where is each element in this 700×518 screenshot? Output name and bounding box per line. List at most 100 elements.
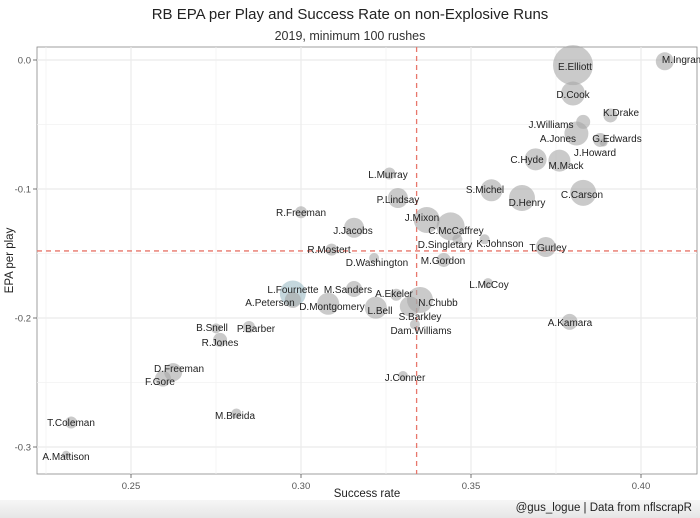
point-label: M.Sanders (324, 285, 372, 296)
data-point (213, 332, 228, 347)
point-label: A.Kamara (548, 318, 593, 329)
point-label: J.Conner (385, 373, 426, 384)
data-point (599, 138, 608, 147)
y-axis-label: EPA per play (4, 227, 16, 293)
data-point (524, 148, 547, 171)
point-label: N.Chubb (418, 298, 458, 309)
point-label: J.Mixon (405, 213, 439, 224)
x-tick-label: 0.25 (122, 481, 141, 492)
point-label: R.Freeman (276, 208, 326, 219)
point-label: A.Peterson (245, 298, 294, 309)
point-label: L.Fournette (267, 285, 319, 296)
point-label: G.Edwards (592, 134, 641, 145)
point-label: M.Mack (549, 161, 585, 172)
data-point (364, 296, 387, 319)
point-label: D.Singletary (418, 240, 472, 251)
point-label: A.Jones (540, 134, 576, 145)
point-label: C.Carson (561, 190, 603, 201)
data-point (603, 108, 618, 123)
data-point (480, 179, 503, 202)
point-label: Dam.Williams (390, 326, 451, 337)
labels-layer: M.Ingram E.Elliott D.Cook K.Drake J.Williams… (42, 55, 700, 463)
point-label: A.Mattison (42, 452, 89, 463)
data-point (344, 217, 365, 238)
data-point (242, 321, 255, 334)
chart-subtitle: 2019, minimum 100 rushes (274, 29, 426, 43)
bottom-bar (0, 500, 700, 518)
point-label: M.Gordon (421, 256, 465, 267)
y-tick-label: 0.0 (18, 56, 31, 67)
point-label: D.Montgomery (299, 302, 365, 313)
data-point (655, 52, 674, 71)
point-label: T.Gurley (529, 243, 566, 254)
y-tick-label: -0.1 (15, 185, 31, 196)
chart-title: RB EPA per Play and Success Rate on non-… (151, 6, 549, 23)
data-point (413, 206, 440, 233)
point-label: S.Michel (466, 185, 504, 196)
point-label: J.Howard (574, 148, 616, 159)
y-tick-label: -0.2 (15, 314, 31, 325)
x-tick-label: 0.35 (462, 481, 481, 492)
data-point (317, 292, 340, 315)
point-label: D.Cook (556, 90, 590, 101)
data-point (452, 234, 463, 245)
data-point (399, 296, 420, 317)
points-layer (62, 45, 674, 459)
point-label: F.Gore (145, 377, 175, 388)
point-label: D.Freeman (154, 364, 204, 375)
data-point (535, 237, 556, 258)
data-point (62, 450, 71, 459)
data-point (398, 371, 408, 382)
point-label: E.Elliott (558, 62, 592, 73)
data-point (548, 149, 571, 172)
data-point (369, 253, 380, 264)
data-point (570, 179, 597, 206)
point-label: M.Breida (215, 411, 255, 422)
data-point (387, 188, 408, 209)
data-point (383, 167, 396, 180)
point-label: L.Murray (368, 170, 407, 181)
point-label: R.Mostert (307, 245, 351, 256)
data-point (231, 408, 242, 419)
data-point (553, 45, 593, 86)
data-point (436, 212, 465, 241)
data-point (561, 81, 585, 106)
data-point (409, 319, 420, 330)
data-point (564, 121, 589, 146)
data-point (390, 288, 403, 301)
point-label: K.Johnson (476, 239, 523, 250)
point-label: B.Snell (196, 323, 228, 334)
point-label: D.Henry (509, 198, 546, 209)
data-point (284, 291, 301, 308)
point-label: J.Williams (529, 120, 574, 131)
x-axis-label: Success rate (334, 488, 400, 500)
point-label: C.Hyde (510, 155, 544, 166)
point-label: R.Jones (202, 338, 239, 349)
data-point (483, 278, 493, 289)
point-label: L.Bell (367, 306, 392, 317)
data-point (154, 370, 171, 387)
data-point (295, 206, 307, 219)
point-label: K.Drake (603, 108, 640, 119)
point-label: P.Barber (237, 324, 276, 335)
point-label: D.Washington (346, 258, 408, 269)
data-point (509, 185, 535, 212)
point-label: M.Ingram (662, 55, 700, 66)
point-label: C.McCaffrey (428, 226, 483, 237)
point-label: J.Jacobs (333, 226, 372, 237)
point-label: S.Barkley (399, 312, 442, 323)
x-tick-label: 0.40 (632, 481, 651, 492)
data-point (211, 323, 221, 334)
data-point (479, 234, 490, 245)
point-label: P.Lindsay (377, 195, 420, 206)
chart-caption: @gus_logue | Data from nflscrapR (515, 502, 692, 514)
data-point (325, 243, 338, 256)
data-point (65, 416, 78, 429)
point-label: L.McCoy (469, 280, 508, 291)
point-label: A.Ekeler (375, 289, 413, 300)
point-label: T.Coleman (47, 418, 95, 429)
data-point (346, 280, 363, 297)
data-point (561, 313, 578, 330)
x-tick-label: 0.30 (292, 481, 311, 492)
